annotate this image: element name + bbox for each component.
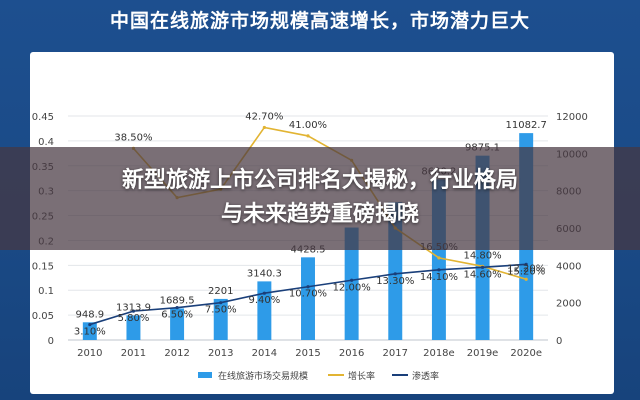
x-tick-label: 2013: [208, 348, 233, 359]
line-value-label: 15.20%: [507, 266, 545, 277]
y-left-tick-label: 0.15: [32, 261, 54, 272]
series-point: [437, 268, 441, 272]
y-right-tick-label: 0: [556, 336, 562, 347]
line-value-label: 38.50%: [114, 132, 152, 143]
overlay-band: [0, 147, 640, 250]
bar: [213, 298, 228, 340]
overlay-line-1: 新型旅游上市公司排名大揭秘，行业格局: [121, 168, 518, 193]
bar: [126, 315, 141, 340]
line-value-label: 3.10%: [74, 327, 106, 338]
x-tick-label: 2020e: [510, 348, 542, 359]
line-value-label: 12.00%: [333, 282, 371, 293]
bar-value-label: 3140.3: [247, 268, 282, 279]
bar-value-label: 2201: [208, 286, 233, 297]
bar-value-label: 948.9: [75, 309, 104, 320]
legend: 在线旅游市场交易规模 增长率 渗透率: [198, 370, 439, 382]
series-point: [306, 134, 310, 138]
y-left-tick-label: 0.05: [32, 311, 54, 322]
x-tick-label: 2017: [383, 348, 408, 359]
y-left-tick-label: 0.4: [38, 137, 54, 148]
x-tick-label: 2019e: [467, 348, 499, 359]
bar: [301, 257, 315, 340]
y-left-tick-label: 0: [48, 336, 54, 347]
series-point: [88, 322, 92, 327]
bar: [82, 322, 97, 340]
bar: [344, 227, 359, 340]
x-tick-label: 2016: [339, 348, 364, 359]
y-right-tick-label: 12000: [556, 112, 588, 123]
bar-value-label: 11082.7: [506, 120, 547, 131]
bar: [257, 281, 272, 340]
line-value-label: 9.40%: [248, 295, 280, 306]
y-left-tick-label: 0.1: [38, 286, 54, 297]
line-value-label: 14.10%: [420, 272, 458, 283]
y-right-tick-label: 2000: [556, 299, 581, 310]
line-value-label: 41.00%: [289, 120, 327, 131]
series-point: [262, 125, 266, 130]
line-value-label: 7.50%: [205, 305, 237, 316]
series-point: [393, 272, 397, 276]
x-tick-label: 2018e: [423, 348, 455, 359]
bar-value-label: 1313.9: [116, 302, 151, 313]
overlay-headline: 新型旅游上市公司排名大揭秘，行业格局 与未来趋势重磅揭晓: [20, 164, 620, 232]
series-point: [306, 285, 310, 289]
x-tick-label: 2015: [295, 348, 320, 359]
x-tick-label: 2012: [164, 348, 189, 359]
series-point: [350, 278, 354, 282]
x-tick-label: 2011: [121, 348, 146, 359]
line-value-label: 6.50%: [161, 310, 193, 321]
series-point: [524, 277, 528, 281]
series-point: [262, 291, 266, 295]
bar: [170, 308, 185, 340]
line-value-label: 14.80%: [463, 250, 501, 261]
series-point: [131, 309, 136, 313]
legend-label: 在线旅游市场交易规模: [218, 370, 308, 382]
y-left-tick-label: 0.45: [32, 112, 54, 123]
y-right-tick-label: 4000: [556, 261, 581, 272]
x-tick-label: 2010: [77, 348, 102, 359]
legend-label: 增长率: [348, 370, 375, 382]
line-value-label: 14.60%: [463, 269, 501, 280]
bar-value-label: 1689.5: [160, 295, 195, 306]
line-value-label: 5.80%: [118, 313, 150, 324]
series-point: [437, 256, 441, 260]
overlay-line-2: 与未来趋势重磅揭晓: [220, 202, 419, 227]
legend-label: 渗透率: [412, 370, 439, 382]
series-point: [480, 265, 485, 269]
x-tick-label: 2014: [252, 348, 277, 359]
legend-swatch: [198, 372, 212, 378]
series-point: [175, 306, 179, 310]
series-point: [219, 301, 223, 305]
line-value-label: 13.30%: [376, 276, 414, 287]
page-title: 中国在线旅游市场规模高速增长，市场潜力巨大: [109, 10, 530, 32]
line-value-label: 42.70%: [245, 111, 283, 122]
line-value-label: 12.20%: [507, 263, 545, 274]
line-value-label: 10.70%: [289, 289, 327, 300]
chart-title: 2010—2020e年中国在线旅游市场交易规模: [188, 68, 452, 83]
series-point: [524, 262, 528, 266]
